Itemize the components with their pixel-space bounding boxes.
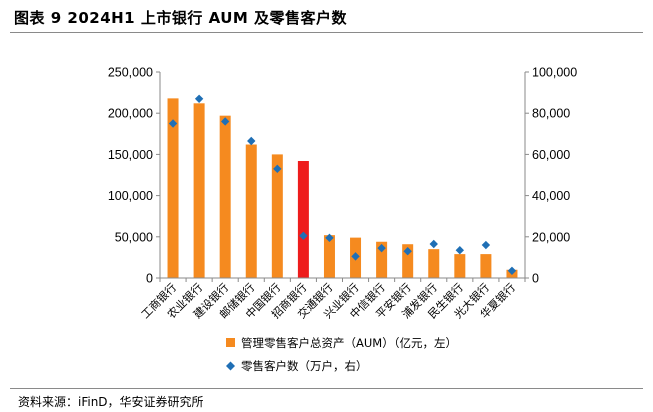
data-point [247,136,256,146]
source-note: 资料来源：iFinD，华安证券研究所 [18,395,204,409]
left-tick-label: 0 [146,272,153,286]
legend-label-aum: 管理零售客户总资产（AUM）（亿元，左） [241,336,457,350]
bar [245,144,257,278]
data-point [403,247,412,256]
x-axis: 工商银行农业银行建设银行邮储银行中国银行招商银行交通银行兴业银行中信银行平安银行… [138,277,526,321]
left-tick-label: 200,000 [108,107,153,121]
bar [271,154,283,278]
bar [193,103,205,278]
left-tick-label: 250,000 [108,66,153,80]
data-point [299,231,308,240]
right-tick-label: 60,000 [532,148,570,162]
title-divider [10,32,643,33]
legend-swatch-marker [226,361,235,371]
right-tick-label: 40,000 [532,189,570,203]
data-point [377,243,386,253]
figure-title: 图表 9 2024H1 上市银行 AUM 及零售客户数 [14,9,348,27]
data-point [351,252,360,261]
right-tick-label: 100,000 [532,66,577,80]
data-point [220,117,230,126]
bar [167,98,179,278]
legend-label-customers: 零售客户数（万户，右） [241,359,368,373]
data-point [194,94,204,103]
aum-bars [167,98,518,278]
data-point [507,266,517,275]
right-tick-label: 20,000 [532,230,570,244]
left-tick-label: 100,000 [108,189,153,203]
left-y-axis: 0 50,000 100,000 150,000 200,000 250,000 [108,66,161,286]
bar [219,115,231,278]
right-tick-label: 80,000 [532,107,570,121]
bar [428,249,440,278]
data-point [429,239,438,249]
data-point [273,164,282,174]
data-point [325,233,334,243]
left-tick-label: 50,000 [115,230,153,244]
legend-swatch-bar [226,338,235,347]
data-point [455,245,465,255]
bar [323,235,335,278]
source-divider [10,388,643,389]
legend: 管理零售客户总资产（AUM）（亿元，左） 零售客户数（万户，右） [226,336,457,373]
right-y-axis: 0 20,000 40,000 60,000 80,000 100,000 [524,66,577,286]
bar [480,254,492,278]
left-tick-label: 150,000 [108,148,153,162]
bar [402,244,414,278]
bar [297,160,309,278]
bar [376,241,388,278]
right-tick-label: 0 [532,272,539,286]
data-point [168,119,178,128]
data-point [481,240,491,250]
bar [454,254,466,278]
customer-markers [168,94,517,275]
